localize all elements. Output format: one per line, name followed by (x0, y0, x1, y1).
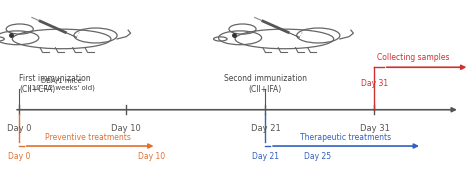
Text: Day 0: Day 0 (8, 152, 30, 161)
Text: Day 21: Day 21 (251, 124, 280, 133)
Text: Day 25: Day 25 (304, 152, 331, 161)
Text: Second immunization
(CII+IFA): Second immunization (CII+IFA) (224, 74, 307, 94)
Text: Day 31: Day 31 (361, 79, 388, 88)
Text: First immunization
(CII+CFA): First immunization (CII+CFA) (19, 74, 91, 94)
Text: Collecting samples: Collecting samples (377, 53, 449, 62)
Text: Day 10: Day 10 (111, 124, 140, 133)
Text: Day 10: Day 10 (138, 152, 165, 161)
Text: Day 21: Day 21 (252, 152, 279, 161)
Text: Day 0: Day 0 (7, 124, 31, 133)
Text: Therapeutic treatments: Therapeutic treatments (301, 133, 392, 142)
Text: DBA/1 mice
(10–12 weeks' old): DBA/1 mice (10–12 weeks' old) (29, 78, 94, 91)
Text: Day 31: Day 31 (359, 124, 390, 133)
Text: Preventive treatments: Preventive treatments (45, 133, 131, 142)
